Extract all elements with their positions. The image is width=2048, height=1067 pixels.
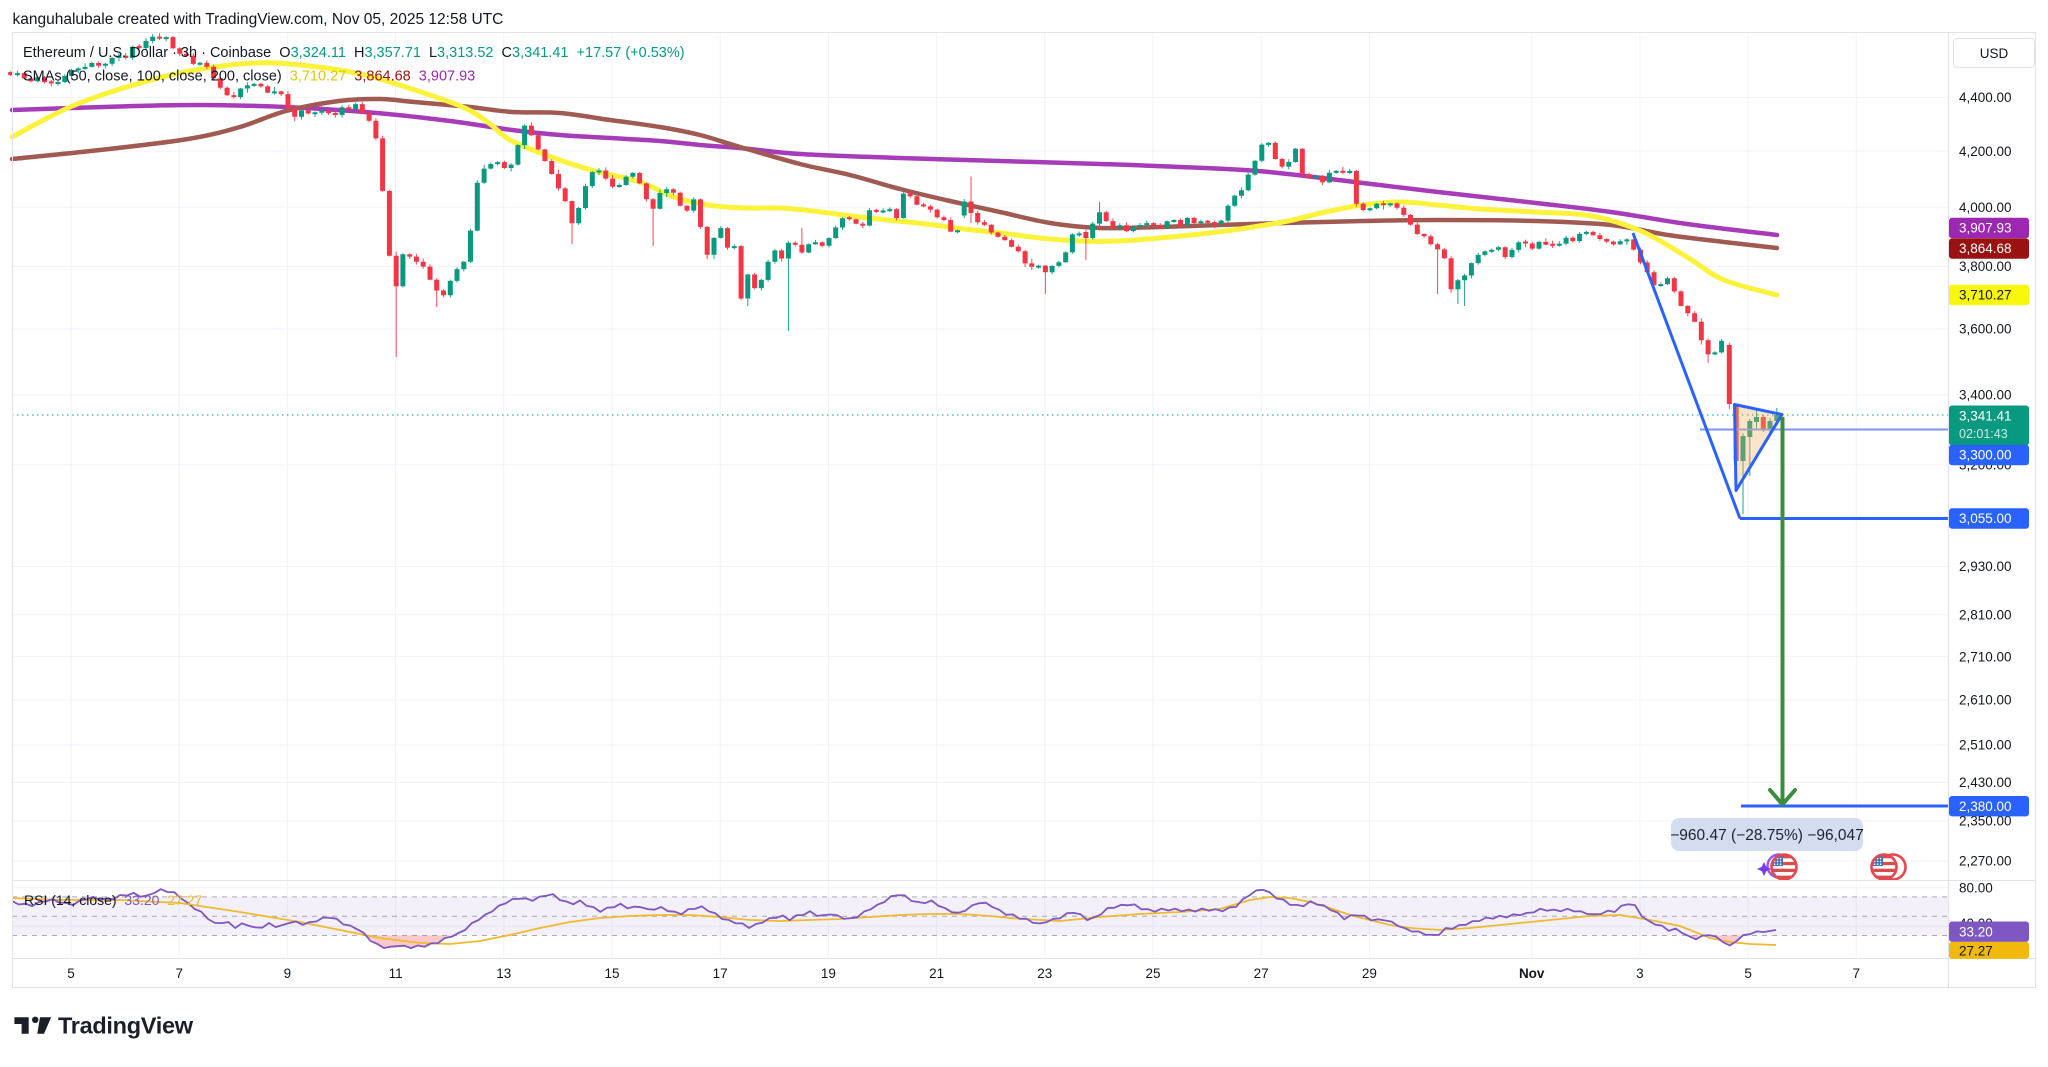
svg-text:4,000.00: 4,000.00 <box>1959 200 2012 215</box>
svg-text:11: 11 <box>389 966 403 981</box>
svg-text:80.00: 80.00 <box>1959 880 1993 895</box>
svg-text:5: 5 <box>1744 966 1752 981</box>
svg-text:3,300.00: 3,300.00 <box>1959 448 2012 463</box>
svg-text:7: 7 <box>1853 966 1861 981</box>
svg-text:4,400.00: 4,400.00 <box>1959 90 2012 105</box>
svg-text:RSI (14, close) 33.20 27.27: RSI (14, close) 33.20 27.27 <box>24 892 202 908</box>
svg-text:27.27: 27.27 <box>1959 944 1993 959</box>
svg-text:19: 19 <box>821 966 836 981</box>
svg-text:17: 17 <box>713 966 728 981</box>
svg-text:2,510.00: 2,510.00 <box>1959 738 2012 753</box>
svg-text:3,864.68: 3,864.68 <box>1959 241 2012 256</box>
svg-text:USD: USD <box>1980 46 2009 61</box>
svg-text:TradingView: TradingView <box>58 1013 194 1039</box>
svg-text:4,200.00: 4,200.00 <box>1959 144 2012 159</box>
svg-text:5: 5 <box>67 966 75 981</box>
svg-text:3,600.00: 3,600.00 <box>1959 322 2012 337</box>
svg-text:3: 3 <box>1636 966 1644 981</box>
svg-text:29: 29 <box>1362 966 1377 981</box>
svg-text:13: 13 <box>496 966 511 981</box>
svg-text:2,380.00: 2,380.00 <box>1959 799 2012 814</box>
svg-text:2,930.00: 2,930.00 <box>1959 559 2012 574</box>
svg-text:3,341.41: 3,341.41 <box>1959 408 2012 423</box>
svg-text:2,710.00: 2,710.00 <box>1959 649 2012 664</box>
svg-text:2,350.00: 2,350.00 <box>1959 814 2012 829</box>
svg-text:21: 21 <box>929 966 944 981</box>
svg-text:33.20: 33.20 <box>1959 924 1993 939</box>
svg-text:25: 25 <box>1145 966 1160 981</box>
svg-text:Nov: Nov <box>1519 966 1545 981</box>
svg-text:15: 15 <box>604 966 619 981</box>
svg-text:9: 9 <box>284 966 292 981</box>
svg-text:02:01:43: 02:01:43 <box>1959 427 2008 441</box>
svg-text:27: 27 <box>1254 966 1269 981</box>
svg-text:2,810.00: 2,810.00 <box>1959 608 2012 623</box>
svg-text:2,430.00: 2,430.00 <box>1959 775 2012 790</box>
svg-text:3,710.27: 3,710.27 <box>1959 288 2012 303</box>
svg-text:3,800.00: 3,800.00 <box>1959 259 2012 274</box>
svg-text:2,270.00: 2,270.00 <box>1959 854 2012 869</box>
svg-text:23: 23 <box>1037 966 1052 981</box>
svg-text:SMAs (50, close, 100, close, 2: SMAs (50, close, 100, close, 200, close)… <box>23 69 475 85</box>
svg-text:7: 7 <box>175 966 183 981</box>
svg-text:3,055.00: 3,055.00 <box>1959 511 2012 526</box>
svg-text:3,400.00: 3,400.00 <box>1959 388 2012 403</box>
svg-text:kanguhalubale created with Tra: kanguhalubale created with TradingView.c… <box>13 11 504 28</box>
svg-text:2,610.00: 2,610.00 <box>1959 693 2012 708</box>
svg-text:−960.47 (−28.75%) −96,047: −960.47 (−28.75%) −96,047 <box>1670 827 1863 844</box>
svg-text:3,907.93: 3,907.93 <box>1959 221 2012 236</box>
svg-text:Ethereum / U.S. Dollar · 3h ·: Ethereum / U.S. Dollar · 3h · Coinbase O… <box>23 45 685 61</box>
